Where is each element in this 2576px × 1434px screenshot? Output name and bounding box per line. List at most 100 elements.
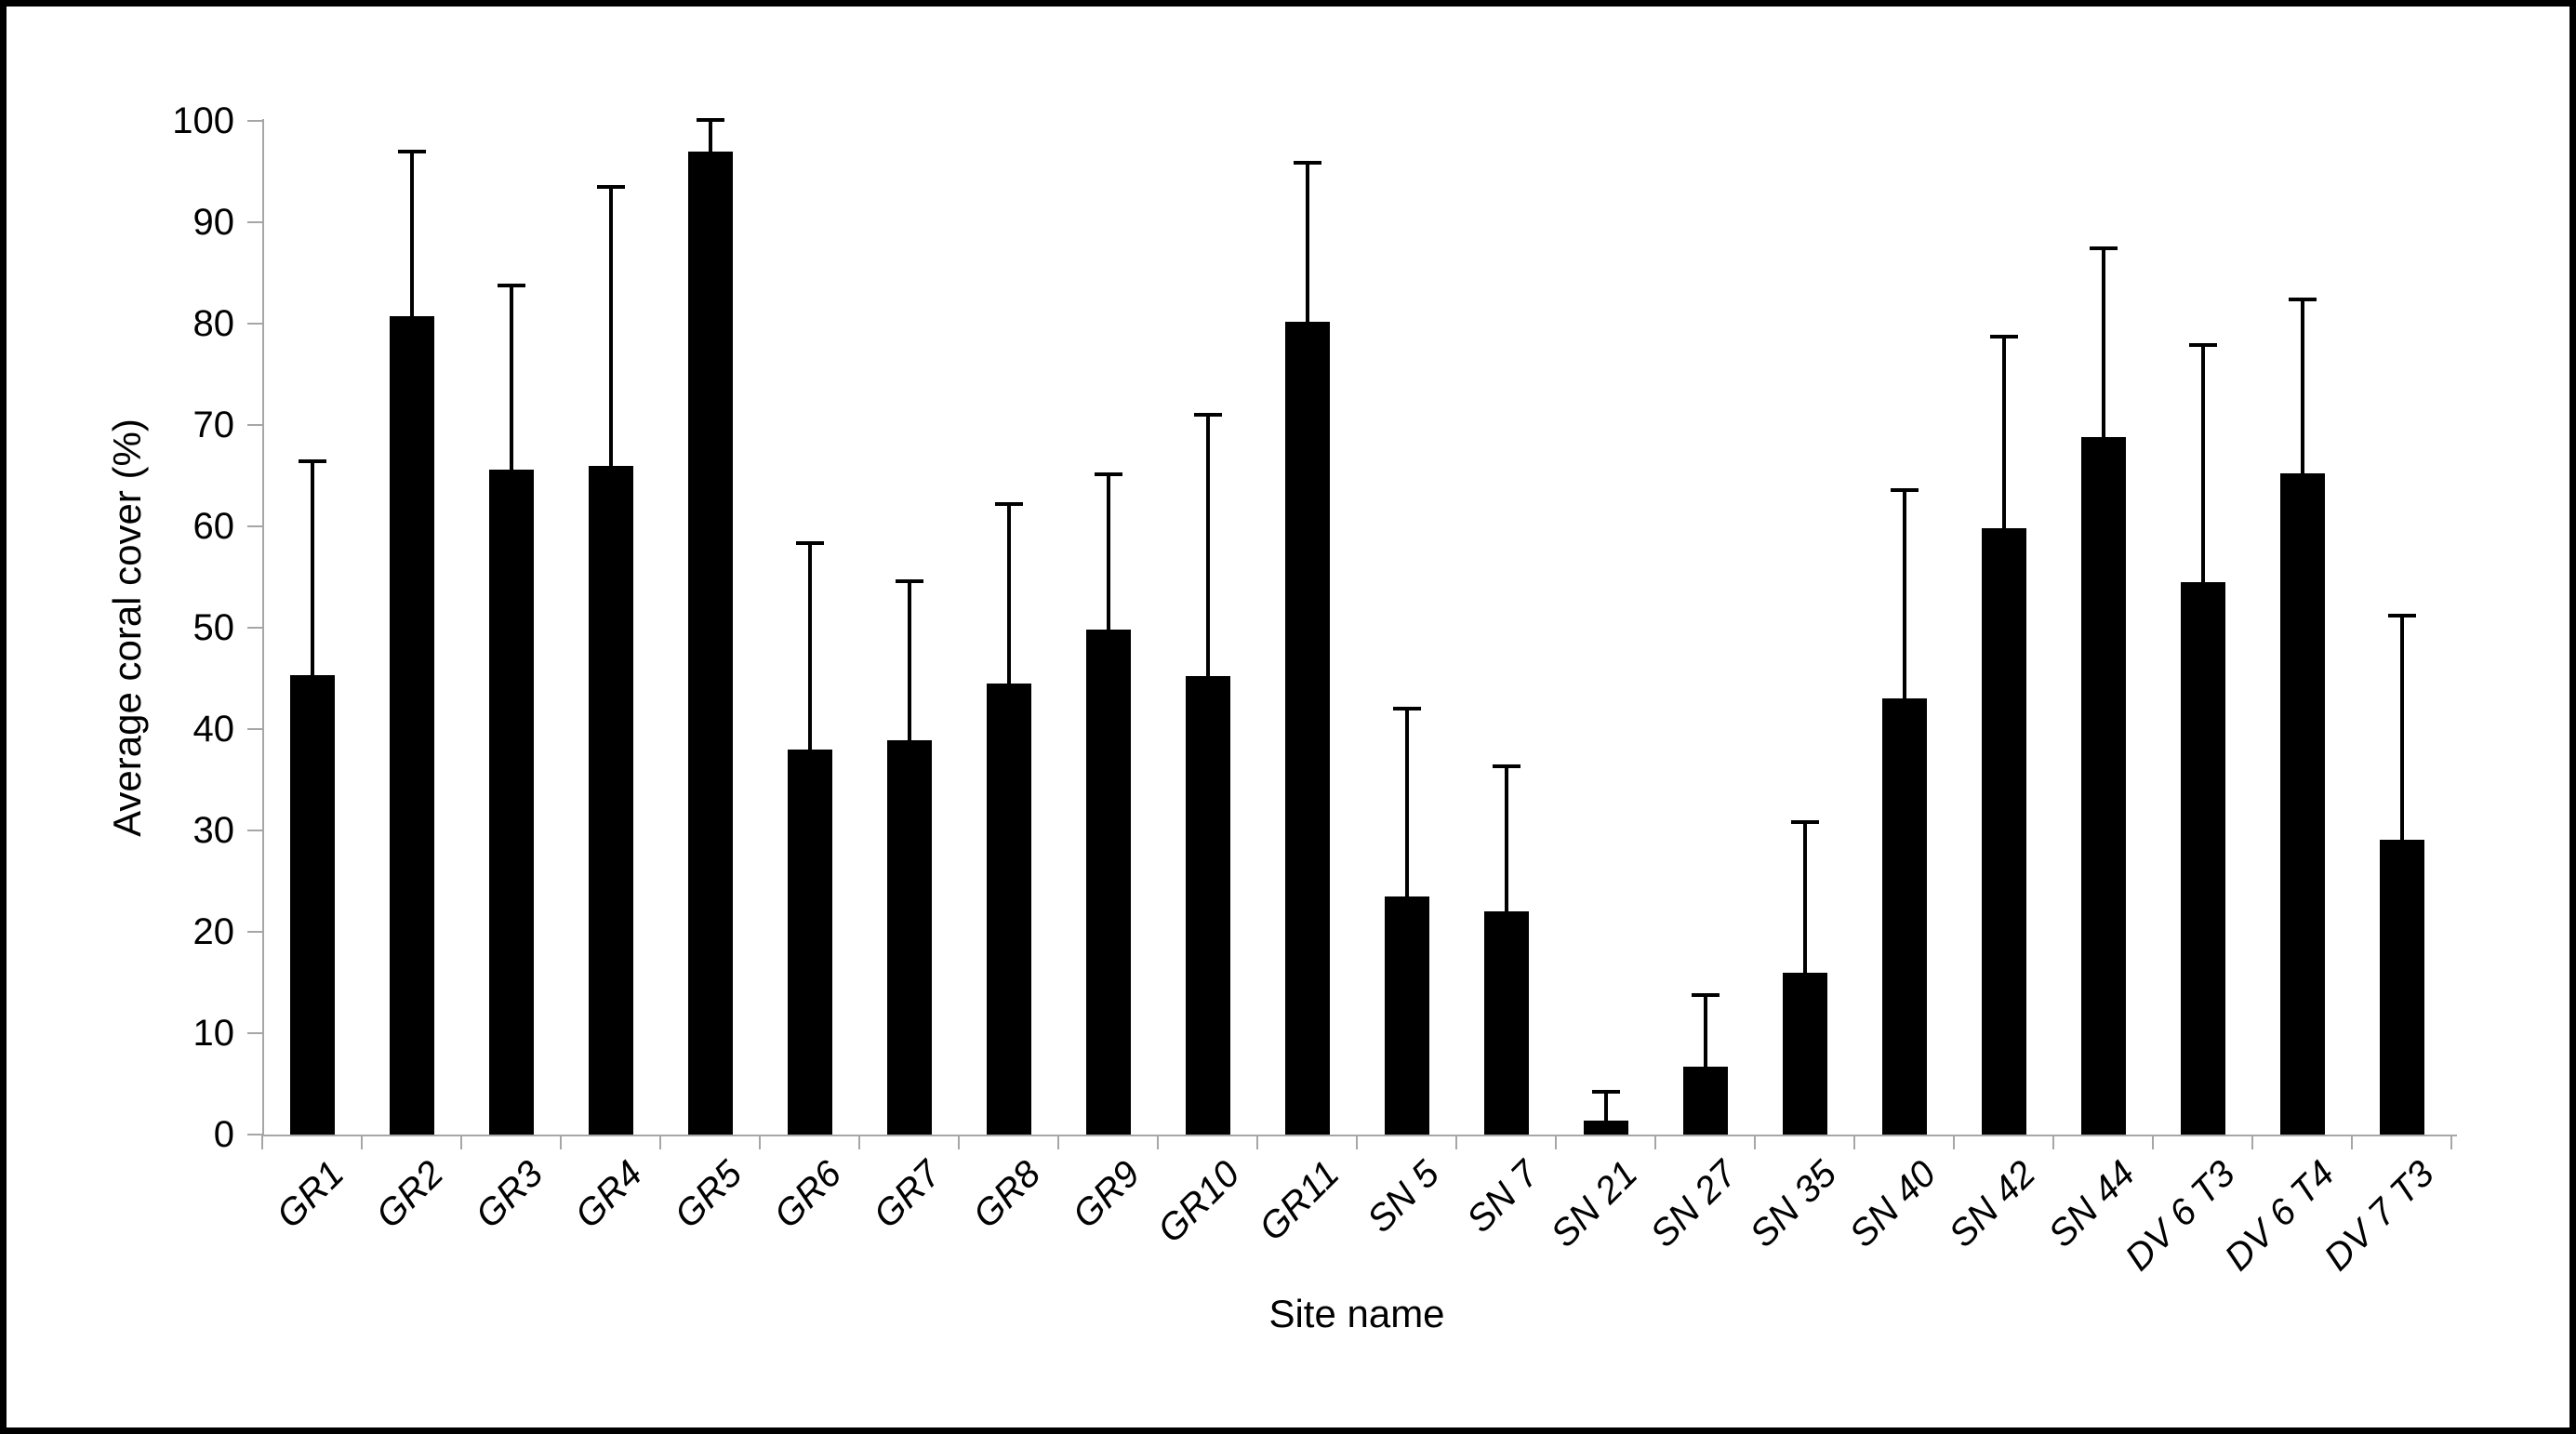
x-tick-mark (1256, 1135, 1258, 1149)
error-bar-line (2101, 246, 2105, 440)
x-tick-mark (1754, 1135, 1756, 1149)
error-bar-cap (895, 578, 923, 583)
error-bar-line (2300, 297, 2304, 476)
bar (2379, 839, 2424, 1135)
error-bar-line (2200, 342, 2205, 584)
error-bar-cap (1392, 707, 1421, 711)
category-label: SN 35 (1742, 1153, 1845, 1255)
error-bar-cap (1989, 334, 2018, 339)
error-bar-line (509, 284, 513, 471)
y-tick-mark (247, 728, 262, 730)
error-bar-line (1404, 707, 1409, 898)
bar (389, 316, 434, 1135)
bar (2180, 581, 2225, 1135)
error-bar-cap (298, 459, 326, 464)
x-tick-mark (659, 1135, 661, 1149)
x-axis-line (262, 1135, 2457, 1136)
bar (787, 749, 832, 1135)
x-tick-mark (261, 1135, 263, 1149)
x-tick-mark (1654, 1135, 1656, 1149)
bar (986, 683, 1031, 1135)
x-tick-mark (2351, 1135, 2353, 1149)
x-tick-mark (361, 1135, 363, 1149)
x-tick-mark (858, 1135, 860, 1149)
y-tick-mark (247, 627, 262, 629)
category-label: GR9 (1065, 1153, 1149, 1237)
x-tick-mark (1057, 1135, 1059, 1149)
error-bar-cap (1094, 472, 1122, 477)
bar (1981, 528, 2026, 1135)
category-label: GR4 (567, 1153, 651, 1237)
bar (687, 151, 733, 1135)
category-label: GR1 (269, 1153, 352, 1237)
error-bar-line (1006, 501, 1011, 685)
error-bar-line (1205, 412, 1210, 679)
error-bar-line (1802, 820, 1807, 975)
x-tick-mark (759, 1135, 761, 1149)
y-tick-label: 50 (193, 607, 235, 648)
category-label: GR10 (1149, 1153, 1248, 1252)
y-tick-label: 70 (193, 405, 235, 445)
x-tick-mark (1853, 1135, 1855, 1149)
x-tick-mark (560, 1135, 562, 1149)
error-bar-cap (1691, 993, 1720, 998)
category-label: DV 6 T3 (2117, 1153, 2243, 1279)
error-bar-line (409, 149, 414, 319)
category-label: GR8 (965, 1153, 1049, 1237)
y-tick-mark (247, 525, 262, 527)
error-bar-line (2001, 334, 2006, 531)
error-bar-cap (1890, 487, 1919, 492)
error-bar-line (708, 117, 712, 153)
category-label: GR2 (368, 1153, 452, 1237)
x-axis-title: Site name (1268, 1292, 1445, 1335)
y-tick-label: 10 (193, 1013, 235, 1054)
y-tick-mark (247, 323, 262, 325)
bar (1881, 698, 1927, 1135)
category-label: GR5 (667, 1153, 750, 1237)
y-tick-mark (247, 424, 262, 426)
error-bar-cap (2288, 297, 2317, 301)
y-tick-label: 60 (193, 506, 235, 547)
error-bar-line (1305, 160, 1309, 324)
category-label: SN 40 (1841, 1153, 1945, 1255)
bar (2080, 437, 2126, 1135)
error-bar-cap (2387, 613, 2416, 617)
error-bar-cap (696, 117, 724, 122)
bar (886, 739, 932, 1135)
y-tick-label: 30 (193, 810, 235, 851)
y-tick-label: 20 (193, 911, 235, 952)
category-label: GR7 (866, 1153, 949, 1237)
error-bar-cap (795, 541, 824, 546)
bar (1483, 911, 1529, 1135)
error-bar-cap (596, 184, 625, 189)
bar (289, 675, 335, 1135)
error-bar-line (1106, 472, 1110, 632)
bar (1782, 972, 1827, 1135)
y-tick-label: 90 (193, 202, 235, 243)
category-label: GR6 (766, 1153, 850, 1237)
error-bar-line (608, 184, 613, 468)
bar (1384, 896, 1429, 1135)
category-label: SN 5 (1359, 1153, 1447, 1241)
bar (1284, 321, 1330, 1135)
error-bar-line (1902, 487, 1906, 701)
category-label: SN 21 (1543, 1153, 1646, 1255)
x-tick-mark (958, 1135, 960, 1149)
y-tick-label: 0 (213, 1114, 234, 1155)
category-label: SN 42 (1941, 1153, 2044, 1255)
bar (1682, 1066, 1728, 1135)
x-tick-mark (1455, 1135, 1457, 1149)
bar (1185, 676, 1230, 1135)
x-tick-mark (2052, 1135, 2054, 1149)
y-tick-mark (247, 931, 262, 933)
y-axis-line (262, 119, 264, 1136)
category-label: SN 7 (1458, 1153, 1547, 1241)
error-bar-line (1504, 764, 1508, 914)
error-bar-line (1703, 993, 1707, 1069)
category-label: GR11 (1251, 1153, 1348, 1249)
error-bar-cap (397, 149, 426, 153)
error-bar-line (907, 578, 911, 742)
x-tick-mark (1953, 1135, 1955, 1149)
error-bar-line (807, 541, 812, 751)
